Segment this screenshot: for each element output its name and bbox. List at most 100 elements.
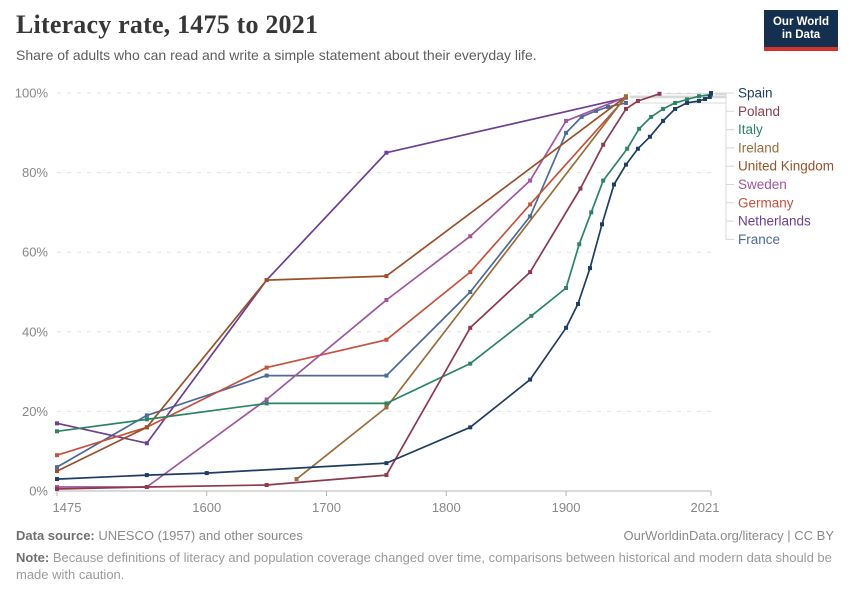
- series-marker-italy: [601, 178, 606, 183]
- series-marker-italy: [468, 361, 473, 366]
- series-marker-france: [564, 130, 569, 135]
- series-marker-spain: [709, 91, 713, 95]
- series-line-united-kingdom[interactable]: [56, 95, 627, 472]
- legend-item-sweden[interactable]: Sweden: [738, 177, 787, 192]
- y-tick-label-0: 0%: [29, 484, 48, 499]
- series-marker-spain: [564, 325, 569, 330]
- series-marker-italy: [144, 417, 149, 422]
- owid-license-link[interactable]: OurWorldinData.org/literacy | CC BY: [623, 528, 834, 543]
- x-tick-label-1600: 1600: [192, 500, 221, 515]
- y-tick-label-40: 40%: [22, 324, 48, 339]
- y-tick-label-20: 20%: [22, 404, 48, 419]
- series-marker-spain: [528, 377, 533, 382]
- series-marker-poland: [657, 91, 662, 96]
- legend-item-united-kingdom[interactable]: United Kingdom: [738, 159, 834, 174]
- series-marker-spain: [707, 94, 712, 99]
- legend-connector-germany: [629, 96, 734, 204]
- series-marker-italy: [264, 401, 269, 406]
- series-marker-united-kingdom: [384, 274, 389, 279]
- series-marker-france: [594, 108, 599, 113]
- series-marker-italy: [649, 114, 654, 119]
- series-marker-italy: [577, 242, 582, 247]
- owid-logo-accent-bar: [764, 47, 838, 51]
- series-line-germany[interactable]: [56, 96, 627, 457]
- series-marker-spain: [600, 222, 604, 227]
- series-marker-germany: [528, 202, 533, 207]
- series-marker-poland: [528, 270, 533, 275]
- legend-item-netherlands[interactable]: Netherlands: [738, 214, 811, 229]
- series-marker-italy: [589, 210, 594, 215]
- series-marker-ireland: [294, 477, 299, 482]
- series-marker-spain: [384, 461, 389, 466]
- series-marker-netherlands: [144, 441, 149, 446]
- series-marker-france: [264, 373, 269, 378]
- data-source-label: Data source:: [16, 528, 95, 543]
- series-marker-spain: [144, 473, 149, 478]
- note-text: Note: Because definitions of literacy an…: [16, 549, 834, 583]
- x-tick-label-2021: 2021: [691, 500, 720, 515]
- series-marker-poland: [55, 487, 59, 492]
- owid-logo-line1: Our World: [772, 16, 829, 28]
- owid-logo-box: Our World in Data: [764, 10, 838, 47]
- line-chart-svg: 0% 20% 40% 60% 80% 100% 1475 1600 1700 1800 1900 20…: [15, 86, 834, 516]
- series-marker-spain: [204, 471, 209, 476]
- series-marker-poland: [264, 483, 269, 488]
- series-marker-spain: [647, 134, 652, 139]
- series-marker-sweden: [264, 397, 269, 402]
- x-tick-label-1900: 1900: [552, 500, 581, 515]
- data-source-text: Data source: UNESCO (1957) and other sou…: [16, 528, 303, 543]
- legend-connector-united-kingdom: [629, 96, 734, 167]
- legend-item-poland[interactable]: Poland: [738, 104, 780, 119]
- series-marker-united-kingdom: [55, 469, 59, 474]
- series-marker-italy: [384, 401, 389, 406]
- series-marker-spain: [703, 96, 708, 101]
- note-value: Because definitions of literacy and popu…: [16, 550, 832, 582]
- x-tick-label-1800: 1800: [432, 500, 461, 515]
- series-marker-spain: [685, 100, 690, 105]
- series-marker-spain: [611, 182, 616, 187]
- series-line-sweden[interactable]: [56, 96, 627, 488]
- series-marker-france: [623, 100, 628, 105]
- series-marker-poland: [578, 186, 583, 191]
- y-tick-label-60: 60%: [22, 245, 48, 260]
- legend-item-germany[interactable]: Germany: [738, 195, 794, 210]
- y-tick-label-80: 80%: [22, 165, 48, 180]
- owid-logo[interactable]: Our World in Data: [764, 10, 838, 51]
- series-line-spain[interactable]: [56, 92, 712, 480]
- series-marker-ireland: [623, 94, 628, 99]
- series-marker-united-kingdom: [144, 425, 149, 430]
- series-marker-france: [55, 465, 59, 470]
- series-marker-france: [384, 373, 389, 378]
- series-line-netherlands[interactable]: [56, 96, 627, 445]
- series-marker-poland: [601, 142, 606, 147]
- legend-item-france[interactable]: France: [738, 232, 780, 247]
- series-marker-ireland: [384, 405, 389, 410]
- series-marker-sweden: [384, 297, 389, 302]
- owid-logo-line2: in Data: [781, 29, 821, 41]
- series-marker-germany: [384, 337, 389, 342]
- series-marker-germany: [468, 270, 473, 275]
- series-marker-poland: [384, 473, 389, 478]
- series-marker-netherlands: [384, 150, 389, 155]
- series-marker-united-kingdom: [264, 278, 269, 283]
- legend-item-italy[interactable]: Italy: [738, 122, 763, 137]
- chart-header: Literacy rate, 1475 to 2021 Share of adu…: [16, 10, 838, 63]
- series-marker-spain: [635, 146, 640, 151]
- series-marker-spain: [623, 162, 628, 167]
- series-marker-spain: [697, 98, 702, 103]
- series-marker-france: [579, 114, 584, 119]
- note-label: Note:: [16, 550, 50, 565]
- series-marker-germany: [55, 453, 59, 458]
- series-marker-italy: [661, 106, 666, 111]
- series-marker-sweden: [528, 178, 533, 183]
- series-marker-spain: [576, 301, 581, 306]
- series-line-italy[interactable]: [56, 93, 712, 433]
- y-tick-label-100: 100%: [15, 86, 49, 101]
- series-marker-italy: [55, 429, 59, 434]
- series-line-france[interactable]: [56, 102, 627, 468]
- series-marker-germany: [264, 365, 269, 370]
- legend-item-spain[interactable]: Spain: [738, 86, 773, 101]
- series-marker-italy: [625, 146, 630, 151]
- legend-item-ireland[interactable]: Ireland: [738, 140, 779, 155]
- series-marker-italy: [637, 126, 642, 131]
